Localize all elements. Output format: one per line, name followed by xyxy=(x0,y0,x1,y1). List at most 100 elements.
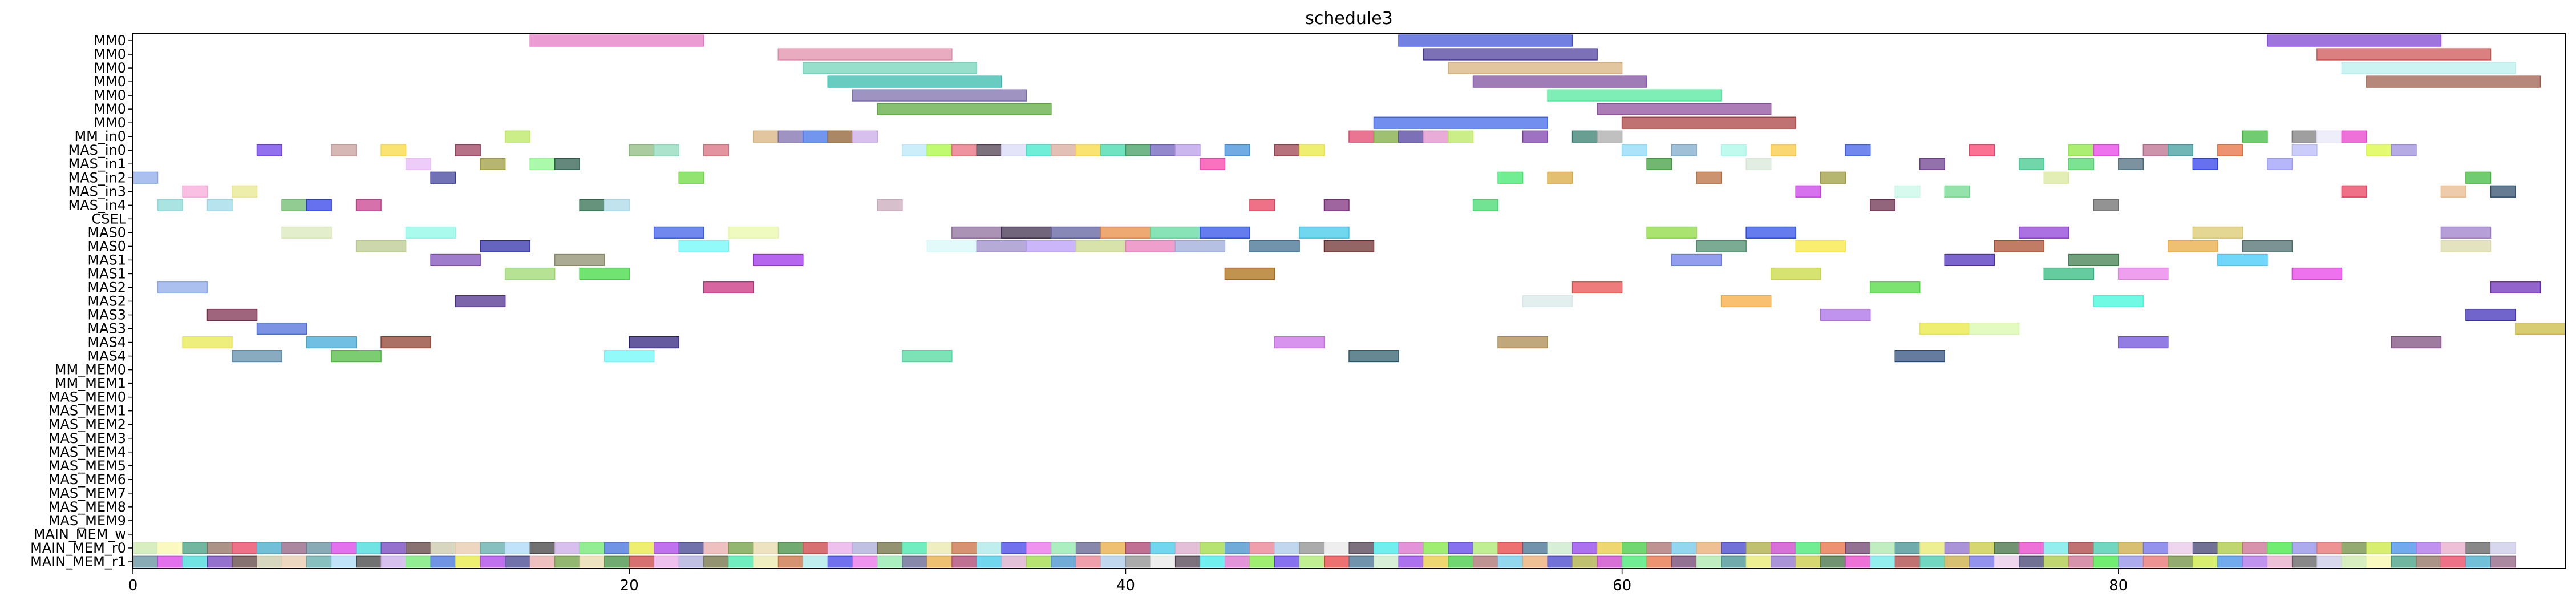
memory-cell xyxy=(430,542,456,554)
memory-cell xyxy=(1125,555,1151,568)
y-tick-label: MAS_MEM7 xyxy=(48,485,126,501)
memory-cell xyxy=(1771,555,1796,568)
task-bar xyxy=(2242,240,2293,252)
memory-cell xyxy=(1423,542,1449,554)
task-bar xyxy=(951,144,978,156)
memory-cell xyxy=(703,542,729,554)
task-bar xyxy=(852,130,878,143)
task-bar xyxy=(678,240,729,252)
task-bar xyxy=(2291,144,2318,156)
memory-cell xyxy=(678,542,704,554)
memory-cell xyxy=(2242,555,2268,568)
memory-cell xyxy=(2416,542,2441,554)
task-bar xyxy=(1100,144,1127,156)
memory-cell xyxy=(1721,542,1747,554)
memory-cell xyxy=(356,555,382,568)
memory-cell xyxy=(1696,555,1722,568)
task-bar xyxy=(1200,158,1226,170)
memory-cell xyxy=(1448,542,1474,554)
y-tick-label: MM_MEM0 xyxy=(55,362,126,378)
y-tick-label: MM0 xyxy=(94,87,126,103)
task-bar xyxy=(554,158,580,170)
memory-cell xyxy=(1820,555,1846,568)
memory-cell xyxy=(2118,555,2144,568)
task-bar xyxy=(1174,144,1201,156)
task-bar xyxy=(306,336,357,349)
y-tick-label: MAS_in2 xyxy=(68,170,126,186)
memory-cell xyxy=(529,542,556,554)
task-bar xyxy=(629,144,655,156)
task-bar xyxy=(529,34,704,47)
memory-cell xyxy=(1001,542,1027,554)
memory-cell xyxy=(505,555,530,568)
task-bar xyxy=(2341,62,2516,74)
task-bar xyxy=(579,199,605,211)
task-bar xyxy=(380,144,407,156)
task-bar xyxy=(256,144,282,156)
memory-cell xyxy=(1497,542,1524,554)
task-bar xyxy=(1820,308,1871,321)
memory-cell xyxy=(2267,555,2293,568)
memory-cell xyxy=(1423,555,1449,568)
task-bar xyxy=(355,199,382,211)
task-bar xyxy=(2217,144,2243,156)
memory-cell xyxy=(579,555,605,568)
task-bar xyxy=(2093,144,2119,156)
task-bar xyxy=(803,62,978,74)
task-bar xyxy=(405,158,431,170)
x-tick-label: 60 xyxy=(1613,577,1631,594)
task-bar xyxy=(2465,308,2516,321)
memory-cell xyxy=(678,555,704,568)
memory-cell xyxy=(1597,542,1623,554)
task-bar xyxy=(2043,267,2095,280)
task-bar xyxy=(1646,226,1697,239)
memory-cell xyxy=(2291,542,2318,554)
task-bar xyxy=(430,253,481,267)
task-bar xyxy=(1125,144,1151,156)
task-bar xyxy=(2019,226,2069,239)
y-tick-label: MAS_in3 xyxy=(68,183,126,199)
memory-cell xyxy=(2341,555,2367,568)
task-bar xyxy=(1472,75,1647,88)
chart-title: schedule3 xyxy=(1305,9,1393,29)
task-bar xyxy=(2341,130,2367,143)
y-tick-label: MAS0 xyxy=(87,238,126,254)
memory-cell xyxy=(1075,542,1101,554)
task-bar xyxy=(1026,240,1077,252)
memory-cell xyxy=(232,542,258,554)
task-bar xyxy=(1720,295,1772,308)
task-bar xyxy=(1348,130,1375,143)
memory-cell xyxy=(480,555,506,568)
task-bar xyxy=(703,144,729,156)
task-bar xyxy=(1274,144,1300,156)
memory-cell xyxy=(1894,555,1921,568)
memory-cell xyxy=(182,542,208,554)
task-bar xyxy=(1770,267,1821,280)
memory-cell xyxy=(902,555,927,568)
y-tick-label: MM0 xyxy=(94,101,126,117)
task-bar xyxy=(976,240,1027,252)
memory-cell xyxy=(654,542,679,554)
task-bar xyxy=(1919,158,1945,170)
memory-cell xyxy=(877,555,903,568)
task-bar xyxy=(629,336,679,349)
memory-cell xyxy=(1374,555,1399,568)
memory-cell xyxy=(2465,542,2491,554)
memory-cell xyxy=(505,542,530,554)
x-tick-label: 80 xyxy=(2109,577,2128,594)
task-bar xyxy=(182,185,208,198)
memory-cell xyxy=(1398,542,1424,554)
memory-cell xyxy=(331,555,357,568)
memory-cell xyxy=(2019,555,2044,568)
memory-cell xyxy=(1870,542,1895,554)
memory-cell xyxy=(1224,555,1250,568)
task-bar xyxy=(1671,253,1722,267)
memory-cell xyxy=(753,555,779,568)
task-bar xyxy=(1373,130,1399,143)
y-tick-label: MAS_MEM1 xyxy=(48,403,126,419)
task-bar xyxy=(1497,336,1548,349)
y-tick-label: MAS_MEM0 xyxy=(48,389,126,405)
memory-cell xyxy=(2168,542,2193,554)
memory-cell xyxy=(1522,542,1548,554)
